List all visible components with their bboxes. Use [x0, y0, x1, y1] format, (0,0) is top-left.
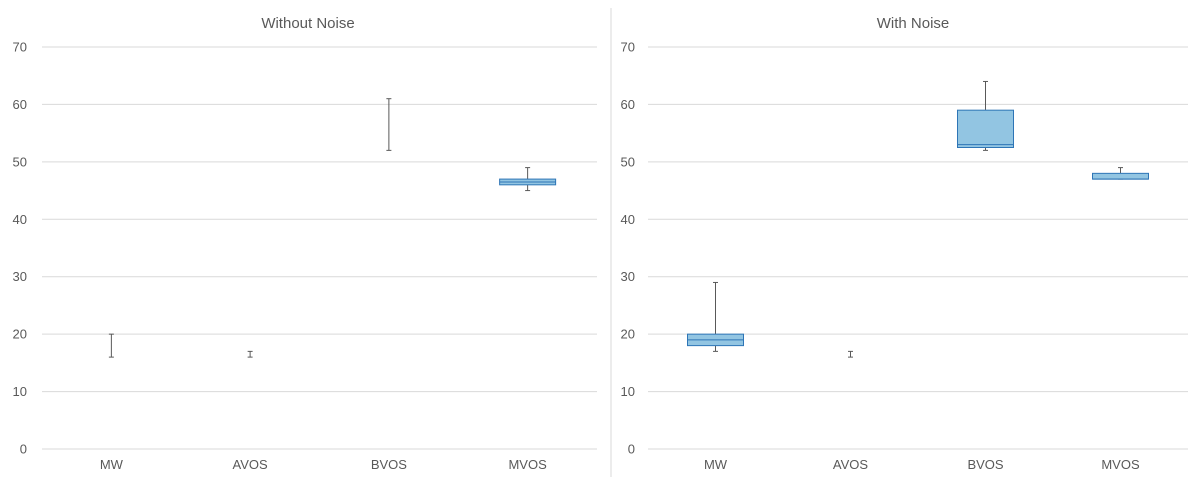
- box-bvos: [957, 80, 1014, 151]
- y-tick-label: 20: [13, 327, 27, 342]
- box-bvos: [386, 98, 392, 151]
- x-category-label: MVOS: [508, 457, 547, 472]
- x-category-label: MVOS: [1101, 457, 1140, 472]
- box-avos: [848, 350, 853, 358]
- y-tick-label: 10: [13, 384, 27, 399]
- y-tick-label: 0: [20, 442, 27, 457]
- y-tick-label: 60: [621, 97, 635, 112]
- y-tick-label: 30: [621, 269, 635, 284]
- chart-title: Without Noise: [261, 15, 354, 32]
- y-tick-label: 40: [13, 212, 27, 227]
- y-tick-label: 40: [621, 212, 635, 227]
- y-tick-label: 50: [621, 154, 635, 169]
- y-tick-label: 70: [621, 40, 635, 55]
- chart-panel-1: Without Noise 0 10 20 30 40 50 60 70 MW AVOS BVOS MV…: [13, 15, 597, 472]
- y-tick-label: 30: [13, 269, 27, 284]
- box-mw: [108, 333, 114, 358]
- chart-title: With Noise: [877, 15, 950, 32]
- chart-panel-2: With Noise 0 10 20 30 40 50 60 70 MW AVOS BVOS MVOS: [621, 15, 1188, 472]
- box-mvos: [499, 167, 557, 192]
- y-tick-label: 60: [13, 97, 27, 112]
- y-tick-label: 0: [628, 442, 635, 457]
- y-tick-label: 50: [13, 154, 27, 169]
- box-mw: [687, 281, 744, 352]
- y-tick-label: 20: [621, 327, 635, 342]
- x-category-label: AVOS: [833, 457, 868, 472]
- box-mvos: [1092, 167, 1149, 180]
- x-category-label: MW: [704, 457, 728, 472]
- box-iqr: [1092, 172, 1149, 180]
- box-iqr: [957, 109, 1014, 148]
- x-category-label: BVOS: [967, 457, 1003, 472]
- x-category-label: MW: [100, 457, 124, 472]
- x-category-label: AVOS: [233, 457, 268, 472]
- y-tick-label: 70: [13, 40, 27, 55]
- box-avos: [247, 350, 253, 358]
- x-category-label: BVOS: [371, 457, 407, 472]
- y-tick-label: 10: [621, 384, 635, 399]
